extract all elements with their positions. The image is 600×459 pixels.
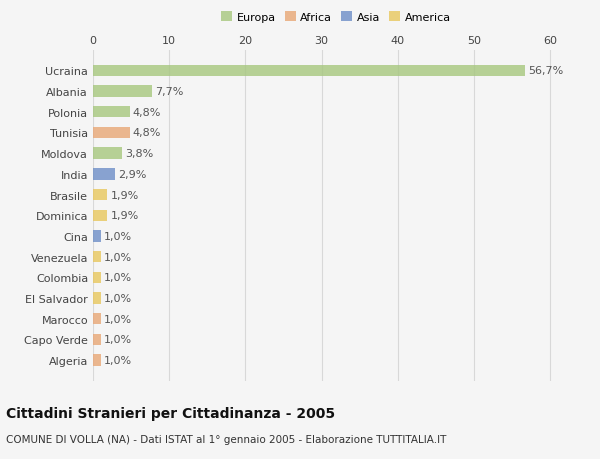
- Text: 7,7%: 7,7%: [155, 87, 183, 97]
- Text: 1,0%: 1,0%: [104, 293, 132, 303]
- Text: 1,0%: 1,0%: [104, 273, 132, 283]
- Text: 3,8%: 3,8%: [125, 149, 153, 159]
- Bar: [93, 169, 115, 180]
- Text: 4,8%: 4,8%: [133, 128, 161, 138]
- Text: Cittadini Stranieri per Cittadinanza - 2005: Cittadini Stranieri per Cittadinanza - 2…: [6, 406, 335, 420]
- Bar: [93, 313, 101, 325]
- Bar: [93, 355, 101, 366]
- Text: 1,0%: 1,0%: [104, 231, 132, 241]
- Text: 1,0%: 1,0%: [104, 314, 132, 324]
- Bar: [93, 334, 101, 345]
- Text: 56,7%: 56,7%: [528, 66, 563, 76]
- Bar: [93, 86, 152, 97]
- Text: 2,9%: 2,9%: [118, 169, 146, 179]
- Legend: Europa, Africa, Asia, America: Europa, Africa, Asia, America: [217, 8, 455, 28]
- Text: 1,0%: 1,0%: [104, 355, 132, 365]
- Bar: [93, 272, 101, 283]
- Bar: [93, 66, 525, 77]
- Bar: [93, 128, 130, 139]
- Bar: [93, 231, 101, 242]
- Bar: [93, 190, 107, 201]
- Text: 4,8%: 4,8%: [133, 107, 161, 118]
- Bar: [93, 107, 130, 118]
- Text: 1,9%: 1,9%: [110, 190, 139, 200]
- Text: COMUNE DI VOLLA (NA) - Dati ISTAT al 1° gennaio 2005 - Elaborazione TUTTITALIA.I: COMUNE DI VOLLA (NA) - Dati ISTAT al 1° …: [6, 434, 446, 444]
- Bar: [93, 252, 101, 263]
- Bar: [93, 148, 122, 159]
- Text: 1,9%: 1,9%: [110, 211, 139, 221]
- Text: 1,0%: 1,0%: [104, 252, 132, 262]
- Bar: [93, 293, 101, 304]
- Bar: [93, 210, 107, 221]
- Text: 1,0%: 1,0%: [104, 335, 132, 345]
